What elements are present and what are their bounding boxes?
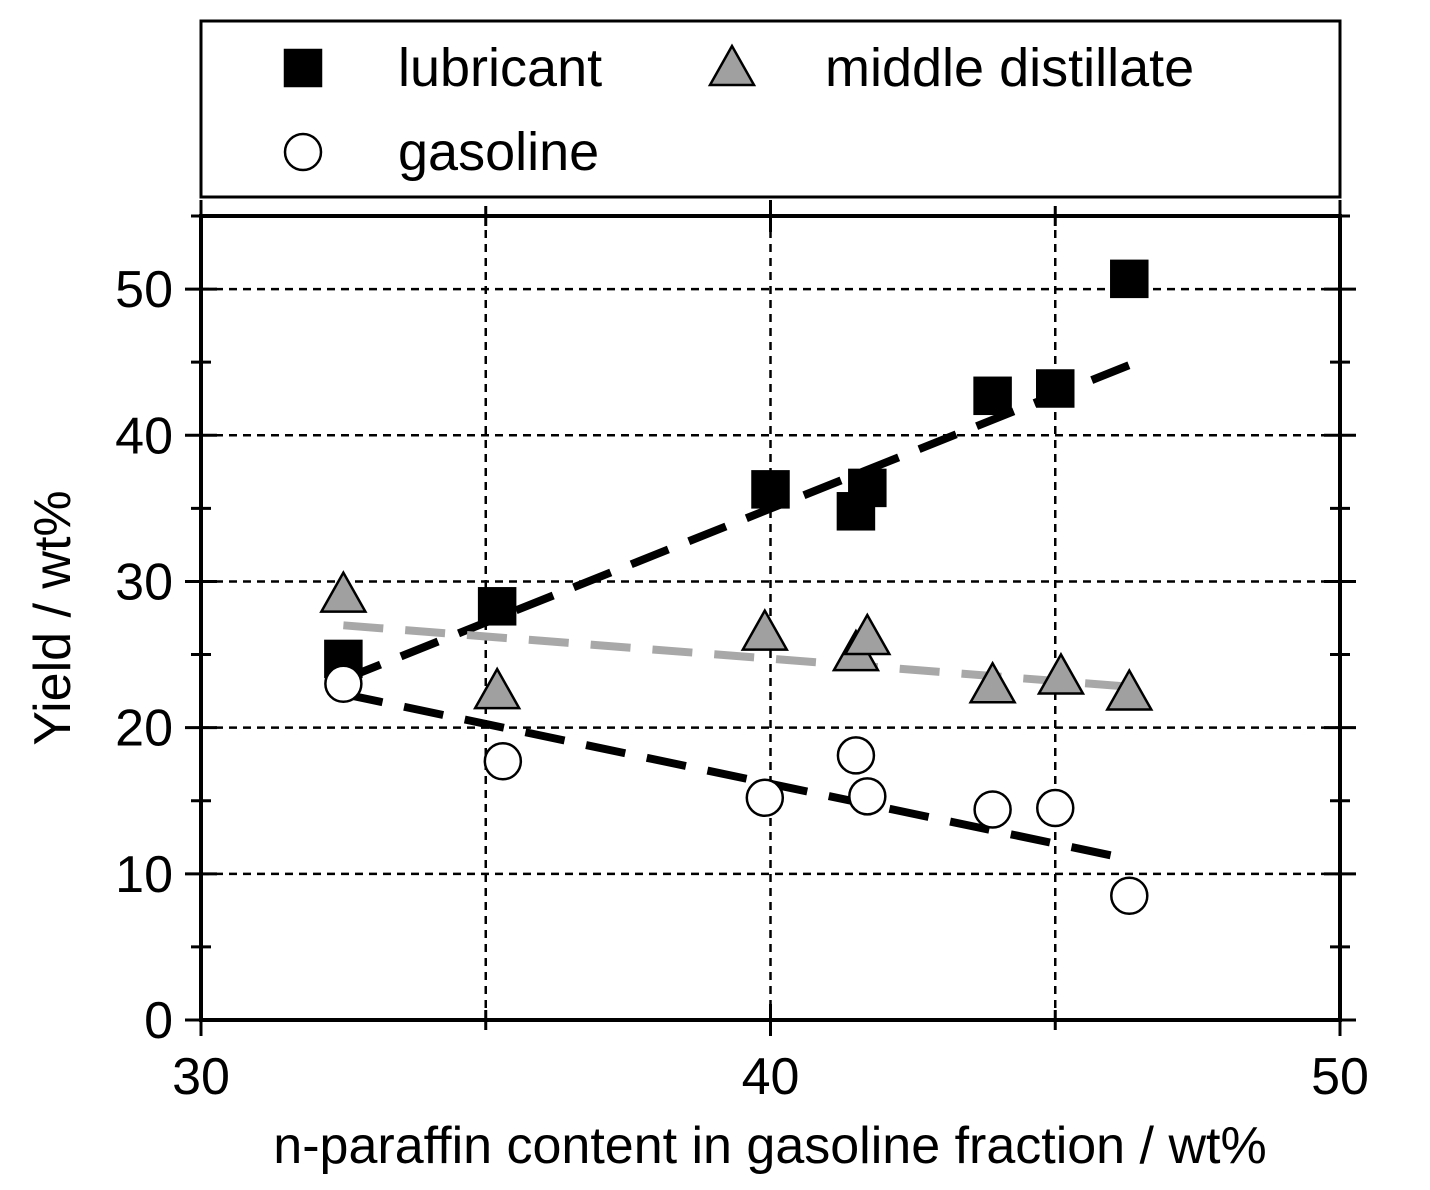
data-point-gasoline (483, 742, 523, 781)
y-tick-label: 20 (115, 700, 173, 758)
y-tick-label: 30 (115, 553, 173, 611)
x-tick-label: 50 (1311, 1048, 1369, 1106)
y-axis-title: Yield / wt% (24, 490, 82, 745)
y-tick-label: 50 (115, 261, 173, 319)
data-point-gasoline (836, 736, 876, 775)
y-tick-label: 40 (115, 407, 173, 465)
data-point-middle-distillate (1105, 668, 1154, 711)
legend-label-gasoline: gasoline (398, 122, 599, 182)
data-point-gasoline (848, 777, 887, 816)
plot-frame (199, 214, 1342, 1022)
legend-label-lubricant: lubricant (398, 38, 602, 98)
data-point-lubricant (973, 376, 1012, 416)
data-point-middle-distillate (968, 660, 1017, 704)
legend-marker-middle-distillate (707, 43, 757, 87)
data-point-middle-distillate (472, 666, 522, 710)
data-point-lubricant (1110, 259, 1149, 299)
x-tick-label: 40 (742, 1048, 800, 1106)
data-point-lubricant (477, 587, 517, 626)
data-point-gasoline (324, 664, 363, 704)
x-axis-title: n-paraffin content in gasoline fraction … (273, 1117, 1266, 1175)
data-point-gasoline (1110, 876, 1149, 915)
trend-line-lubricant (341, 361, 1131, 684)
trend-line-gasoline (342, 690, 1131, 864)
y-tick-label: 0 (144, 992, 173, 1050)
x-tick-label: 30 (172, 1048, 230, 1106)
data-point-middle-distillate (740, 608, 789, 651)
legend-label-middle-distillate: middle distillate (825, 38, 1194, 98)
data-point-lubricant (751, 470, 790, 509)
data-point-gasoline (745, 778, 785, 818)
legend-box (199, 19, 1342, 199)
grid (201, 216, 1340, 1020)
data-point-middle-distillate (1036, 651, 1086, 695)
y-tick-label: 10 (115, 846, 173, 904)
legend-marker-gasoline (283, 132, 323, 172)
data-point-gasoline (1036, 788, 1075, 828)
data-point-middle-distillate (843, 612, 892, 656)
legend-marker-lubricant (283, 48, 323, 88)
data-point-lubricant (848, 468, 887, 508)
data-point-lubricant (1036, 369, 1075, 408)
data-point-gasoline (973, 790, 1012, 829)
data-point-middle-distillate (319, 570, 368, 613)
